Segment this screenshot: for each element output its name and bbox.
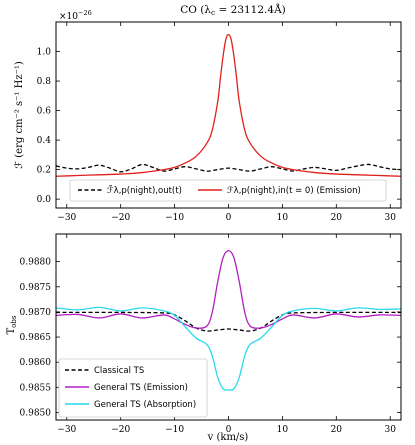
transmission-legend-box [58, 358, 208, 418]
legend-label-out: ℱ̄λ,p(night),out(t) [107, 184, 182, 196]
flux-series-layer [55, 33, 402, 177]
legend-label-absorption: General TS (Absorption) [94, 400, 196, 410]
y-offset-label: ×10−26 [59, 9, 92, 22]
transmission-y-axis-label: Tobs [6, 315, 18, 334]
transmission-y-tick-label: 0.9870 [20, 308, 52, 318]
flux-series-0 [55, 163, 402, 173]
transmission-series-0 [55, 311, 402, 332]
transmission-x-tick-label: 0 [226, 425, 232, 435]
flux-y-tick-label: 1.0 [37, 48, 52, 58]
legend-label-emission: General TS (Emission) [94, 383, 188, 393]
transmission-ticks: −30 −20 −10 0 10 20 30 0.9850 0.9855 0.9860 0.9865… [20, 234, 401, 435]
transmission-x-tick-label: −30 [57, 425, 76, 435]
flux-panel: −30 −20 −10 0 10 20 30 0.0 0.2 0.4 0.6 0.8 1.0 ℱ (er… [14, 21, 402, 223]
flux-y-tick-label: 0.2 [37, 166, 51, 176]
flux-series-1 [55, 33, 402, 177]
transmission-x-tick-label: −10 [165, 425, 184, 435]
transmission-x-tick-label: −20 [111, 425, 130, 435]
flux-x-tick-label: 20 [331, 213, 343, 223]
flux-y-tick-label: 0.6 [37, 107, 52, 117]
flux-y-axis-label: ℱ (erg cm⁻² s⁻¹ Hz⁻¹) [14, 61, 25, 169]
flux-x-tick-label: 10 [277, 213, 289, 223]
transmission-series-1 [55, 249, 402, 329]
transmission-x-axis-label: v (km/s) [207, 432, 249, 443]
transmission-y-tick-label: 0.9865 [20, 333, 52, 343]
transmission-panel: −30 −20 −10 0 10 20 30 0.9850 0.9855 0.9860 0.9865… [6, 233, 402, 443]
transmission-x-tick-label: 10 [277, 425, 289, 435]
flux-x-tick-label: 0 [226, 213, 232, 223]
flux-x-tick-label: −10 [165, 213, 184, 223]
flux-x-tick-label: 30 [384, 213, 396, 223]
flux-legend: ℱ̄λ,p(night),out(t) ℱλ,p(night),in(t = 0… [69, 179, 387, 202]
transmission-x-tick-label: 20 [331, 425, 343, 435]
transmission-y-tick-label: 0.9850 [20, 408, 52, 418]
flux-legend-box [69, 179, 387, 202]
legend-label-classical: Classical TS [94, 366, 144, 376]
transmission-y-tick-label: 0.9880 [20, 258, 52, 268]
transmission-series-2 [55, 306, 402, 391]
legend-label-in: ℱλ,p(night),in(t = 0) (Emission) [227, 186, 361, 196]
transmission-legend: Classical TS General TS (Emission) Gener… [58, 358, 208, 418]
figure-title: CO (λc = 23112.4Å) [180, 2, 286, 17]
transmission-series-layer [55, 249, 402, 391]
transmission-y-tick-label: 0.9860 [20, 358, 52, 368]
flux-ticks: −30 −20 −10 0 10 20 30 0.0 0.2 0.4 0.6 0.8 1.0 [37, 22, 401, 223]
flux-y-tick-label: 0.8 [37, 77, 52, 87]
flux-y-tick-label: 0.4 [37, 136, 52, 146]
flux-x-tick-label: −30 [57, 213, 76, 223]
transmission-x-tick-label: 30 [384, 425, 396, 435]
flux-y-tick-label: 0.0 [37, 195, 52, 205]
flux-x-tick-label: −20 [111, 213, 130, 223]
transmission-y-tick-label: 0.9875 [20, 283, 52, 293]
transmission-y-tick-label: 0.9855 [20, 383, 52, 393]
